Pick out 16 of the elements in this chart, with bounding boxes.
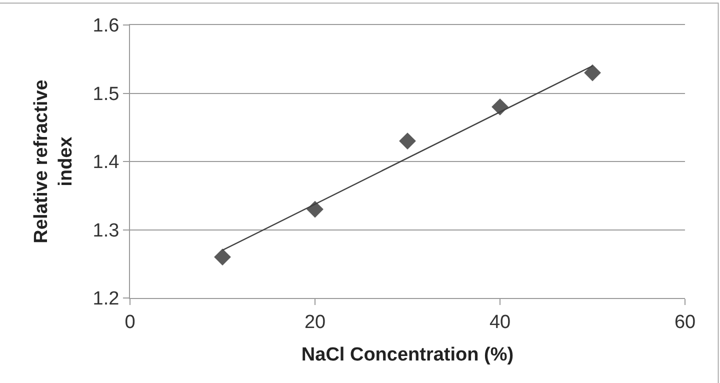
point [492, 98, 508, 116]
y-tick-label: 1.4 [92, 152, 120, 174]
y-tick-label: 1.6 [92, 16, 120, 37]
point [306, 200, 324, 218]
point [214, 248, 231, 266]
y-tick-label: 1.5 [92, 84, 120, 105]
y-tick-label: 1.2 [92, 288, 120, 310]
x-tick-label: 0 [124, 312, 136, 333]
y-axis-title: Relative refractive index [30, 80, 77, 244]
x-tick-label: 20 [304, 312, 326, 333]
x-axis-title: NaCl Concentration (%) [301, 344, 514, 366]
x-tick-label: 60 [674, 312, 696, 333]
point [584, 64, 601, 82]
y-tick-label: 1.3 [92, 220, 120, 242]
x-tick-label: 40 [489, 312, 511, 333]
point [399, 132, 416, 150]
